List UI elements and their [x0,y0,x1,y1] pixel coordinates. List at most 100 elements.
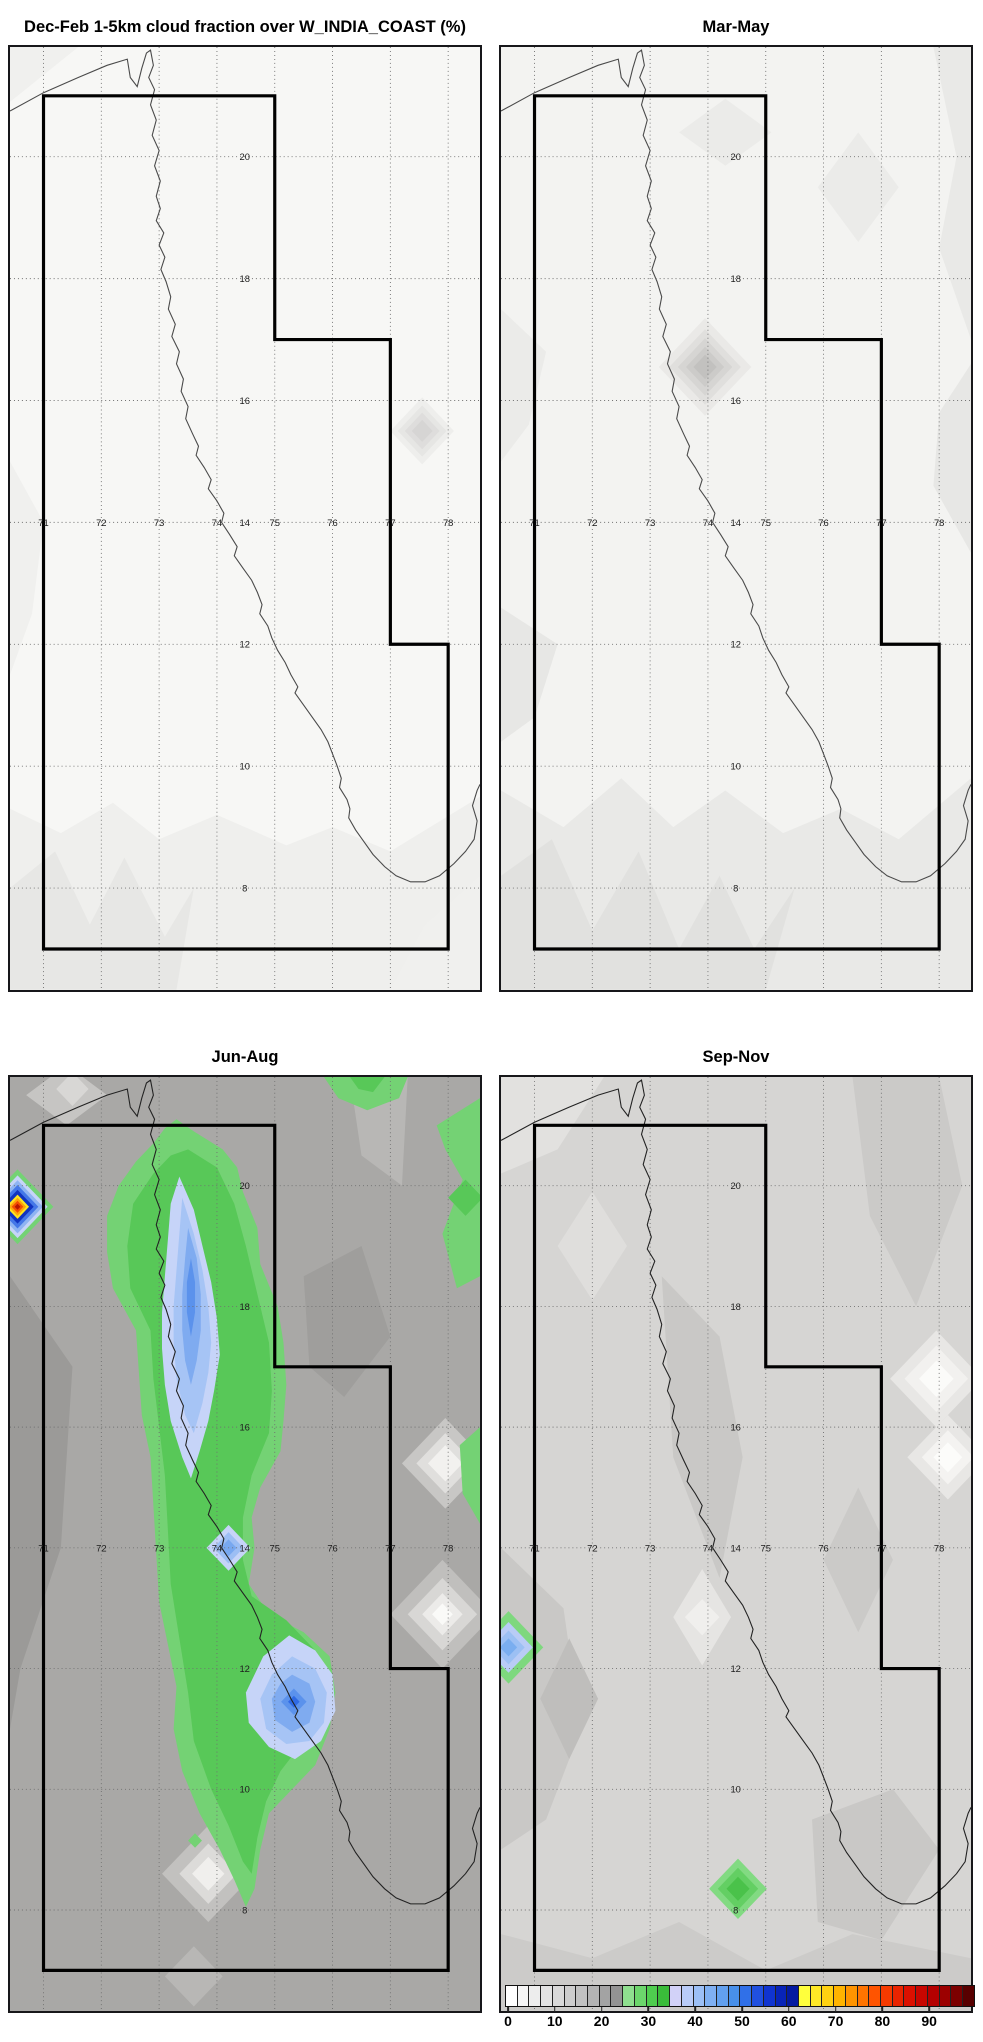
coastline [10,49,480,883]
contour-patch [501,607,558,742]
lon-tick-label: 78 [443,517,453,528]
lon-tick-label: 73 [154,517,164,528]
colorbar-segment [541,1986,553,2006]
lon-tick-label: 71 [38,1542,48,1553]
map-panel-sep-nov: 71 72 73 74 75 76 77 78 20 18 16 14 12 10 8 [499,1075,973,2013]
lon-tick-label: 76 [327,1542,337,1553]
lat-tick-label: 20 [730,151,740,162]
colorbar-tick-label: 70 [827,2013,844,2029]
region-outline [532,94,941,951]
lon-tick-label: 77 [385,517,395,528]
colorbar-segment [693,1986,706,2006]
colorbar-segment [599,1986,612,2006]
colorbar-tick-label: 0 [504,2013,512,2029]
colorbar-segment [588,1986,600,2006]
lat-tick-label: 10 [239,1784,249,1795]
colorbar-segment [892,1986,905,2006]
colorbar-segment [670,1986,682,2006]
lat-tick-label: 20 [239,1180,249,1191]
axis-label-layer: 71 72 73 74 75 76 77 78 20 18 16 14 12 10 8 [529,1180,944,1915]
lon-tick-label: 77 [385,1542,395,1553]
contour-patch [933,47,971,340]
map-panel-dec-feb: 71 72 73 74 75 76 77 78 20 18 16 14 12 10 8 [8,45,482,992]
contour-patch [540,1638,599,1760]
colorbar-ticks: 0 10 20 30 40 50 60 70 80 90 [504,2007,975,2041]
map-svg: 71 72 73 74 75 76 77 78 20 18 16 14 12 10 8 [10,47,480,990]
lat-tick-label: 18 [239,1301,249,1312]
contour-patch [411,419,433,442]
contour-patch [14,1203,21,1210]
map-svg: 71 72 73 74 75 76 77 78 20 18 16 14 12 10 8 [501,47,971,990]
lat-tick-label: 8 [242,882,247,893]
colorbar-segment [857,1986,870,2006]
axis-label-layer: 71 72 73 74 75 76 77 78 20 18 16 14 12 10 8 [38,1180,453,1915]
colorbar-tick: 90 [921,2007,937,2029]
contour-patch [661,1276,743,1579]
contour-fill-layer [501,1077,971,2011]
colorbar-tick-mark [694,2007,696,2012]
colorbar-tick-label: 60 [781,2013,797,2029]
lon-tick-label: 74 [703,517,713,528]
lon-tick-label: 71 [529,517,539,528]
lon-tick-label: 74 [703,1542,713,1553]
colorbar-segment [716,1986,729,2006]
lat-tick-label: 16 [730,395,740,406]
contour-patch [693,354,717,380]
contour-patch [10,461,44,675]
lat-tick-label: 8 [242,1904,247,1915]
colorbar-segment [623,1986,635,2006]
contour-patch [448,1179,480,1216]
colorbar-segment [916,1986,928,2006]
lon-tick-label: 71 [38,517,48,528]
colorbar-segment [822,1986,835,2006]
colorbar-tick: 20 [594,2007,609,2029]
colorbar-segment [881,1986,893,2006]
colorbar-segment [963,1986,974,2006]
colorbar-tick-mark [600,2007,603,2012]
lon-tick-label: 72 [96,517,106,528]
lon-tick-label: 77 [876,1542,886,1553]
colorbar-segment [529,1986,542,2006]
lon-tick-label: 75 [270,1542,280,1553]
lat-tick-label: 14 [239,1542,249,1553]
coastline [501,49,971,883]
contour-patch [817,132,899,242]
colorbar-segment [775,1986,788,2006]
colorbar-segment [798,1986,811,2006]
colorbar-segment [728,1986,741,2006]
colorbar-tick-label: 50 [734,2013,750,2029]
colorbar-segment [517,1986,530,2006]
lat-tick-label: 20 [730,1180,740,1191]
lon-tick-label: 76 [327,517,337,528]
colorbar-tick: 50 [734,2007,750,2029]
colorbar-tick-label: 90 [921,2013,937,2029]
lon-tick-label: 75 [270,517,280,528]
lat-tick-label: 8 [733,1904,738,1915]
colorbar-segment [658,1986,671,2006]
colorbar-segment [810,1986,823,2006]
lat-tick-label: 12 [239,639,249,650]
colorbar-tick: 40 [687,2007,703,2029]
contour-patch [323,1077,408,1111]
lat-tick-label: 10 [239,761,249,772]
lat-tick-label: 14 [239,517,249,528]
lon-tick-label: 74 [212,1542,222,1553]
contour-patch [918,1360,954,1397]
lat-tick-label: 18 [730,1301,740,1312]
colorbar-tick: 60 [781,2007,797,2029]
colorbar-tick-mark [788,2007,790,2012]
colorbar-segment [951,1986,964,2006]
contour-patch [390,875,480,990]
contour-patch [188,1833,202,1848]
colorbar-segment [763,1986,776,2006]
colorbar-tick-label: 10 [547,2013,563,2029]
contour-patch [349,1077,385,1093]
lat-tick-label: 18 [239,273,249,284]
contour-patch [684,1599,720,1636]
panel-title-mar-may: Mar-May [702,18,770,36]
lon-tick-label: 76 [818,517,828,528]
contour-patch [56,1077,89,1106]
lat-tick-label: 12 [239,1663,249,1674]
colorbar-segment [681,1986,694,2006]
lon-tick-label: 73 [645,517,655,528]
